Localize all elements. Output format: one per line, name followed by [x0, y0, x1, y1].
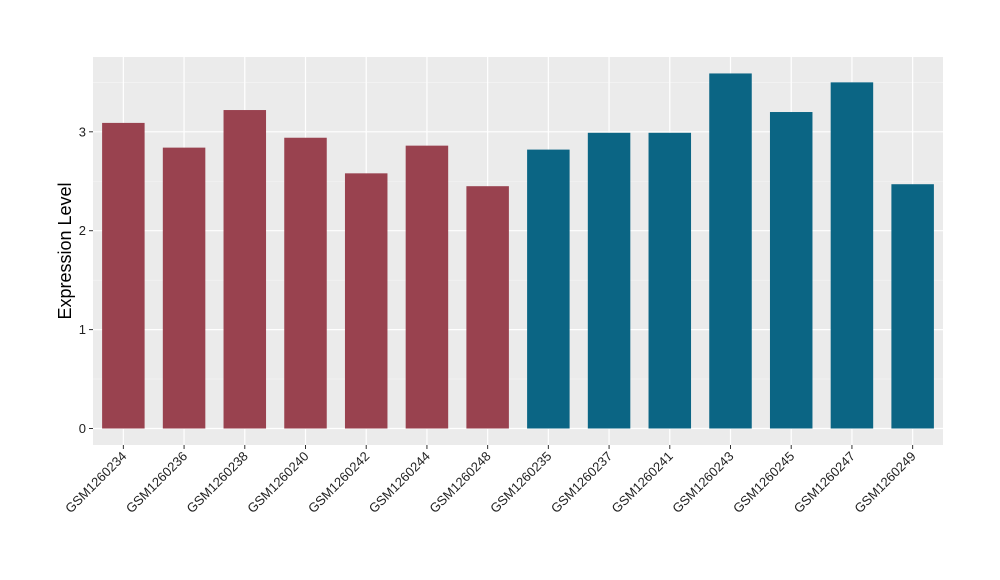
- bar-GSM1260234: [102, 122, 145, 429]
- y-axis-title: Expression Level: [55, 182, 75, 319]
- x-tick-label: GSM1260244: [366, 449, 433, 516]
- x-tick-label: GSM1260249: [851, 449, 918, 516]
- bar-GSM1260241: [648, 132, 692, 429]
- x-tick-label: GSM1260248: [426, 449, 493, 516]
- bar-GSM1260236: [162, 147, 206, 429]
- x-tick-label: GSM1260241: [609, 449, 676, 516]
- y-tick-label: 2: [79, 223, 86, 238]
- x-tick-label: GSM1260235: [487, 449, 554, 516]
- bars: [102, 73, 934, 429]
- x-tick-label: GSM1260247: [791, 449, 858, 516]
- bar-GSM1260237: [587, 132, 631, 429]
- bar-GSM1260248: [466, 186, 509, 429]
- bar-GSM1260249: [891, 184, 934, 429]
- x-tick-label: GSM1260234: [62, 449, 129, 516]
- x-tick-label: GSM1260242: [305, 449, 372, 516]
- plot-panel: [93, 57, 943, 445]
- bar-GSM1260238: [223, 110, 267, 429]
- x-tick-label: GSM1260240: [244, 449, 311, 516]
- bar-GSM1260247: [830, 82, 874, 429]
- y-tick-label: 1: [79, 322, 86, 337]
- bar-GSM1260235: [527, 149, 570, 429]
- x-tick-label: GSM1260237: [548, 449, 615, 516]
- x-axis: GSM1260234GSM1260236GSM1260238GSM1260240…: [62, 445, 919, 516]
- bar-GSM1260245: [769, 112, 813, 429]
- bar-GSM1260244: [405, 145, 449, 429]
- y-tick-label: 3: [79, 124, 86, 139]
- y-axis: 0 1 2 3: [79, 124, 93, 436]
- bar-GSM1260242: [344, 173, 388, 429]
- x-tick-label: GSM1260245: [730, 449, 797, 516]
- y-tick-label: 0: [79, 421, 86, 436]
- bar-GSM1260243: [709, 73, 752, 429]
- x-tick-label: GSM1260238: [184, 449, 251, 516]
- x-tick-label: GSM1260236: [123, 449, 190, 516]
- bar-GSM1260240: [284, 137, 327, 429]
- x-tick-label: GSM1260243: [669, 449, 736, 516]
